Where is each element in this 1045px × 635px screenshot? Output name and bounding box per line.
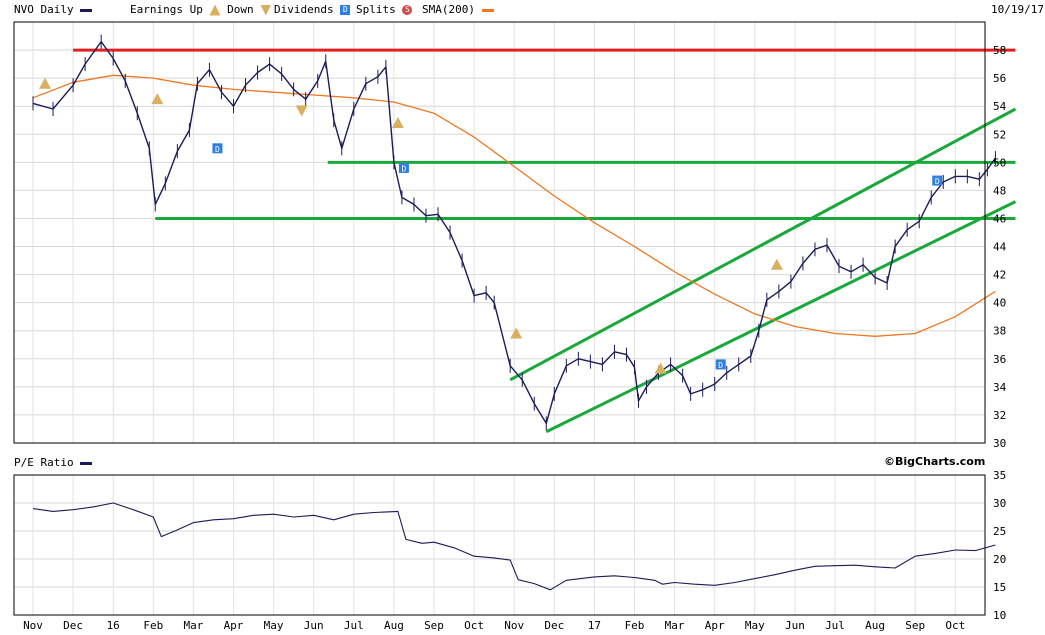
dividend-marker-glyph: D [402,164,407,173]
pe-y-tick-label: 20 [993,553,1006,566]
price-y-tick-label: 38 [993,325,1006,338]
pe-y-tick-label: 15 [993,581,1006,594]
price-y-tick-label: 36 [993,353,1006,366]
x-tick-label: Oct [464,619,484,632]
x-tick-labels: Nov Dec 16 Feb Mar Apr May Jun Jul Aug Sep Oct Nov De… [23,619,965,632]
earnings-down-label: Down [227,3,254,16]
dividend-marker-glyph: D [935,177,940,186]
dividend-marker [212,143,223,154]
earnings-up-icon [209,4,221,16]
x-tick-label: Dec [544,619,564,632]
pe-y-tick-label: 35 [993,469,1006,482]
pe-y-tick-label: 25 [993,525,1006,538]
price-y-tick-label: 56 [993,72,1006,85]
earnings-up-label: Earnings Up [130,3,203,16]
x-tick-label: 16 [107,619,120,632]
symbol-label: NVO Daily [14,3,74,16]
sma-label: SMA(200) [422,3,475,16]
price-plot-frame [13,21,986,444]
price-swatch-icon [80,8,93,12]
pe-legend: P/E Ratio [14,456,93,469]
price-y-tick-label: 54 [993,100,1007,113]
brand-label: ©BigCharts.com [884,455,986,468]
event-markers: D D D D [39,77,943,374]
pe-swatch-icon [80,461,93,465]
dividend-marker [932,175,943,186]
symbol-legend: NVO Daily [14,3,93,16]
price-y-tick-label: 32 [993,409,1006,422]
reference-lines [73,48,1017,434]
dividend-marker [715,359,726,370]
price-y-tick-label: 48 [993,184,1006,197]
price-y-tick-label: 34 [993,381,1007,394]
earnings-up-marker [654,362,667,374]
pe-y-tick-label: 10 [993,609,1006,622]
x-tick-label: Dec [63,619,83,632]
pe-label: P/E Ratio [14,456,74,469]
x-tick-label: Jun [785,619,805,632]
earnings-down-marker [295,105,308,117]
sma-swatch-icon [481,8,494,12]
y-tick-labels: 30 32 34 36 38 40 42 44 46 48 50 52 54 56 58 10 15 20 25 30… [993,44,1007,622]
dividends-label: Dividends [274,3,334,16]
earnings-up-marker [39,77,52,89]
price-series [32,34,996,431]
price-y-tick-label: 50 [993,156,1006,169]
channel-upper-line [509,107,1017,382]
dividend-marker-glyph: D [718,361,723,370]
x-tick-label: Apr [705,619,725,632]
dividend-marker-glyph: D [215,145,220,154]
price-y-tick-label: 52 [993,128,1006,141]
price-y-tick-label: 46 [993,212,1006,225]
price-y-tick-label: 30 [993,437,1006,450]
earnings-up-marker [510,327,523,339]
splits-legend: Splits S [356,3,413,16]
x-tick-label: May [745,619,765,632]
dividend-marker [398,162,409,173]
price-y-tick-label: 40 [993,297,1006,310]
x-tick-label: Mar [183,619,203,632]
x-tick-label: Aug [865,619,885,632]
channel-lower-line [545,200,1017,434]
x-tick-label: Sep [905,619,925,632]
x-tick-label: Feb [625,619,645,632]
sma-200-line [32,74,996,337]
price-y-tick-label: 44 [993,241,1007,254]
dividends-legend: Dividends D [274,3,351,16]
earnings-up-marker [391,117,404,129]
splits-label: Splits [356,3,396,16]
x-tick-label: Jul [825,619,845,632]
dividend-icon: D [340,5,351,15]
earnings-down-icon [260,4,272,16]
pe-plot-frame [13,474,986,616]
pe-line [32,502,996,591]
pe-y-tick-label: 30 [993,497,1006,510]
pe-grid [14,474,985,616]
earnings-legend: Earnings Up Down [130,3,272,16]
x-tick-label: Sep [424,619,444,632]
pe-series [32,502,996,591]
sma-legend: SMA(200) [422,3,494,16]
x-tick-label: Apr [224,619,244,632]
x-tick-label: Nov [504,619,524,632]
split-icon: S [402,5,413,15]
axes [13,21,986,616]
date-label: 10/19/17 [991,3,1044,16]
x-tick-label: Jul [344,619,364,632]
x-tick-label: Jun [304,619,324,632]
x-tick-label: Aug [384,619,404,632]
x-tick-label: Oct [945,619,965,632]
x-tick-label: 17 [588,619,601,632]
price-y-tick-label: 58 [993,44,1006,57]
x-tick-label: Nov [23,619,43,632]
price-line [32,40,996,425]
x-tick-label: May [264,619,284,632]
earnings-up-marker [151,93,164,105]
x-tick-label: Feb [143,619,163,632]
earnings-up-marker [770,258,783,270]
price-grid [14,22,985,444]
x-tick-label: Mar [665,619,685,632]
price-y-tick-label: 42 [993,269,1006,282]
